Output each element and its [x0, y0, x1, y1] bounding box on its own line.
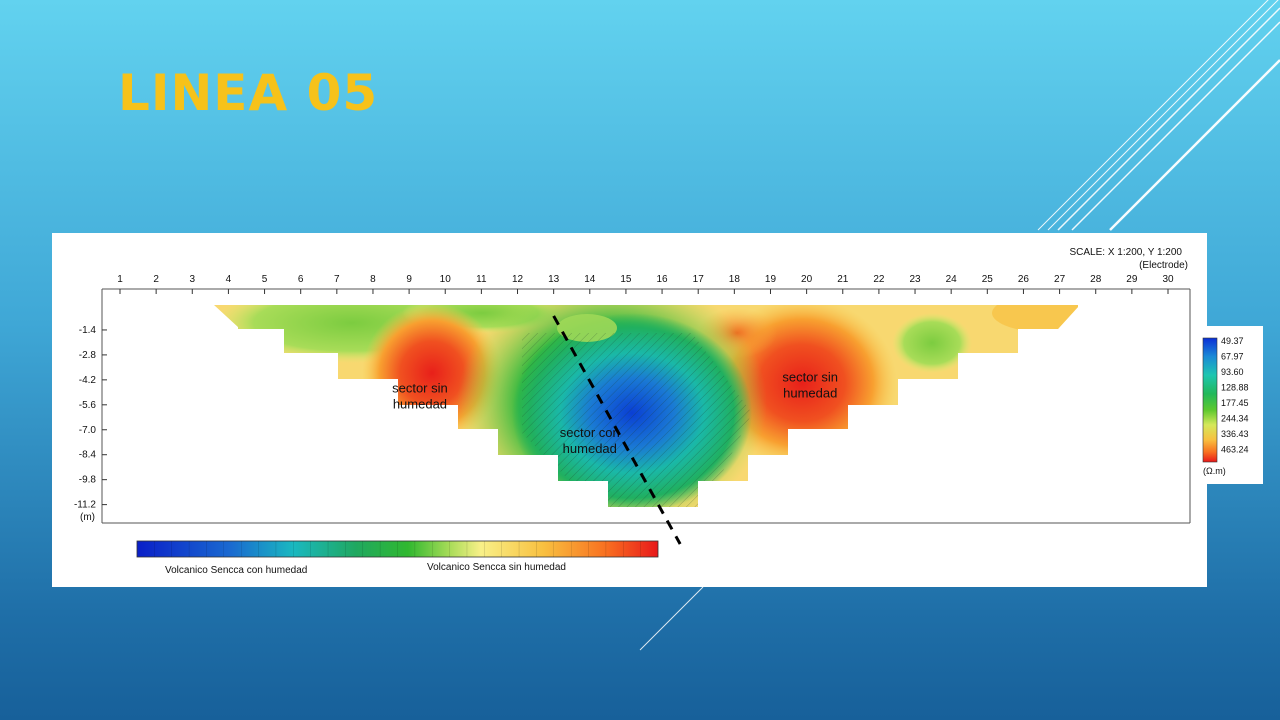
x-tick-label: 14 — [584, 274, 596, 285]
x-tick-label: 28 — [1090, 274, 1102, 285]
y-unit-label: (m) — [80, 512, 95, 523]
x-tick-label: 9 — [406, 274, 412, 285]
x-tick-label: 13 — [548, 274, 560, 285]
x-tick-label: 8 — [370, 274, 376, 285]
x-tick-label: 21 — [837, 274, 849, 285]
y-axis-ticks: -1.4 -2.8 -4.2 -5.6 -7.0 -8.4 -9.8 -11.2 — [74, 325, 107, 511]
y-tick-label: -7.0 — [79, 425, 97, 436]
y-tick-label: -1.4 — [79, 325, 97, 336]
x-tick-label: 22 — [873, 274, 885, 285]
colorbar-left-label: Volcanico Sencca con humedad — [165, 565, 307, 576]
y-tick-label: -11.2 — [74, 500, 96, 511]
resistivity-field — [214, 305, 1078, 507]
x-tick-label: 19 — [765, 274, 777, 285]
x-tick-label: 10 — [440, 274, 452, 285]
x-tick-label: 18 — [729, 274, 741, 285]
y-tick-label: -9.8 — [79, 475, 97, 486]
x-tick-label: 26 — [1018, 274, 1030, 285]
annotation-label: sector con — [560, 425, 620, 440]
x-tick-label: 29 — [1126, 274, 1138, 285]
x-tick-label: 2 — [153, 274, 159, 285]
x-tick-label: 11 — [476, 274, 487, 285]
x-unit-label: (Electrode) — [1139, 260, 1188, 271]
scale-label: SCALE: X 1:200, Y 1:200 — [1070, 247, 1183, 258]
x-tick-label: 17 — [693, 274, 705, 285]
annotation-label: humedad — [393, 396, 447, 411]
x-tick-label: 7 — [334, 274, 340, 285]
slide-title: LINEA 05 — [118, 64, 379, 122]
y-tick-label: -4.2 — [79, 375, 97, 386]
x-axis-ticks: 1 2 3 4 5 6 7 8 9 10 11 12 13 14 15 16 17 18 19 20 21 22 23 24 2… — [117, 274, 1174, 294]
x-tick-label: 30 — [1162, 274, 1174, 285]
legend-value: 67.97 — [1221, 352, 1244, 362]
x-tick-label: 4 — [226, 274, 232, 285]
resistivity-legend-panel: 49.37 67.97 93.60 128.88 177.45 244.34 336.43 4… — [1199, 326, 1263, 484]
legend-value: 244.34 — [1221, 414, 1249, 424]
x-tick-label: 23 — [909, 274, 921, 285]
resistivity-colorbar — [136, 540, 659, 558]
colorbar-segments — [154, 541, 641, 557]
fault-line — [552, 315, 682, 545]
y-tick-label: -5.6 — [79, 400, 97, 411]
legend-values: 49.37 67.97 93.60 128.88 177.45 244.34 336.43 4… — [1221, 336, 1249, 455]
x-tick-label: 24 — [946, 274, 958, 285]
legend-value: 177.45 — [1221, 398, 1249, 408]
x-tick-label: 15 — [620, 274, 632, 285]
x-tick-label: 20 — [801, 274, 813, 285]
annotation-label: humedad — [563, 441, 617, 456]
legend-value: 49.37 — [1221, 336, 1244, 346]
section-frame — [101, 288, 1191, 524]
x-tick-label: 3 — [189, 274, 195, 285]
colorbar-right-label: Volcanico Sencca sin humedad — [427, 562, 566, 573]
x-tick-label: 16 — [657, 274, 669, 285]
x-tick-label: 1 — [117, 274, 123, 285]
legend-unit: (Ω.m) — [1203, 466, 1226, 476]
annotation-label: sector sin — [392, 380, 448, 395]
x-tick-label: 6 — [298, 274, 304, 285]
resistivity-legend: 49.37 67.97 93.60 128.88 177.45 244.34 336.43 4… — [1202, 336, 1249, 476]
legend-color-bar — [1202, 337, 1218, 463]
x-tick-label: 5 — [262, 274, 268, 285]
x-tick-label: 27 — [1054, 274, 1066, 285]
legend-value: 336.43 — [1221, 429, 1249, 439]
y-tick-label: -2.8 — [79, 350, 97, 361]
legend-value: 128.88 — [1221, 383, 1249, 393]
annotation-label: humedad — [783, 386, 837, 401]
legend-value: 93.60 — [1221, 367, 1244, 377]
y-tick-label: -8.4 — [79, 450, 97, 461]
x-tick-label: 12 — [512, 274, 524, 285]
x-tick-label: 25 — [982, 274, 994, 285]
legend-value: 463.24 — [1221, 445, 1249, 455]
annotation-label: sector sin — [782, 370, 838, 385]
